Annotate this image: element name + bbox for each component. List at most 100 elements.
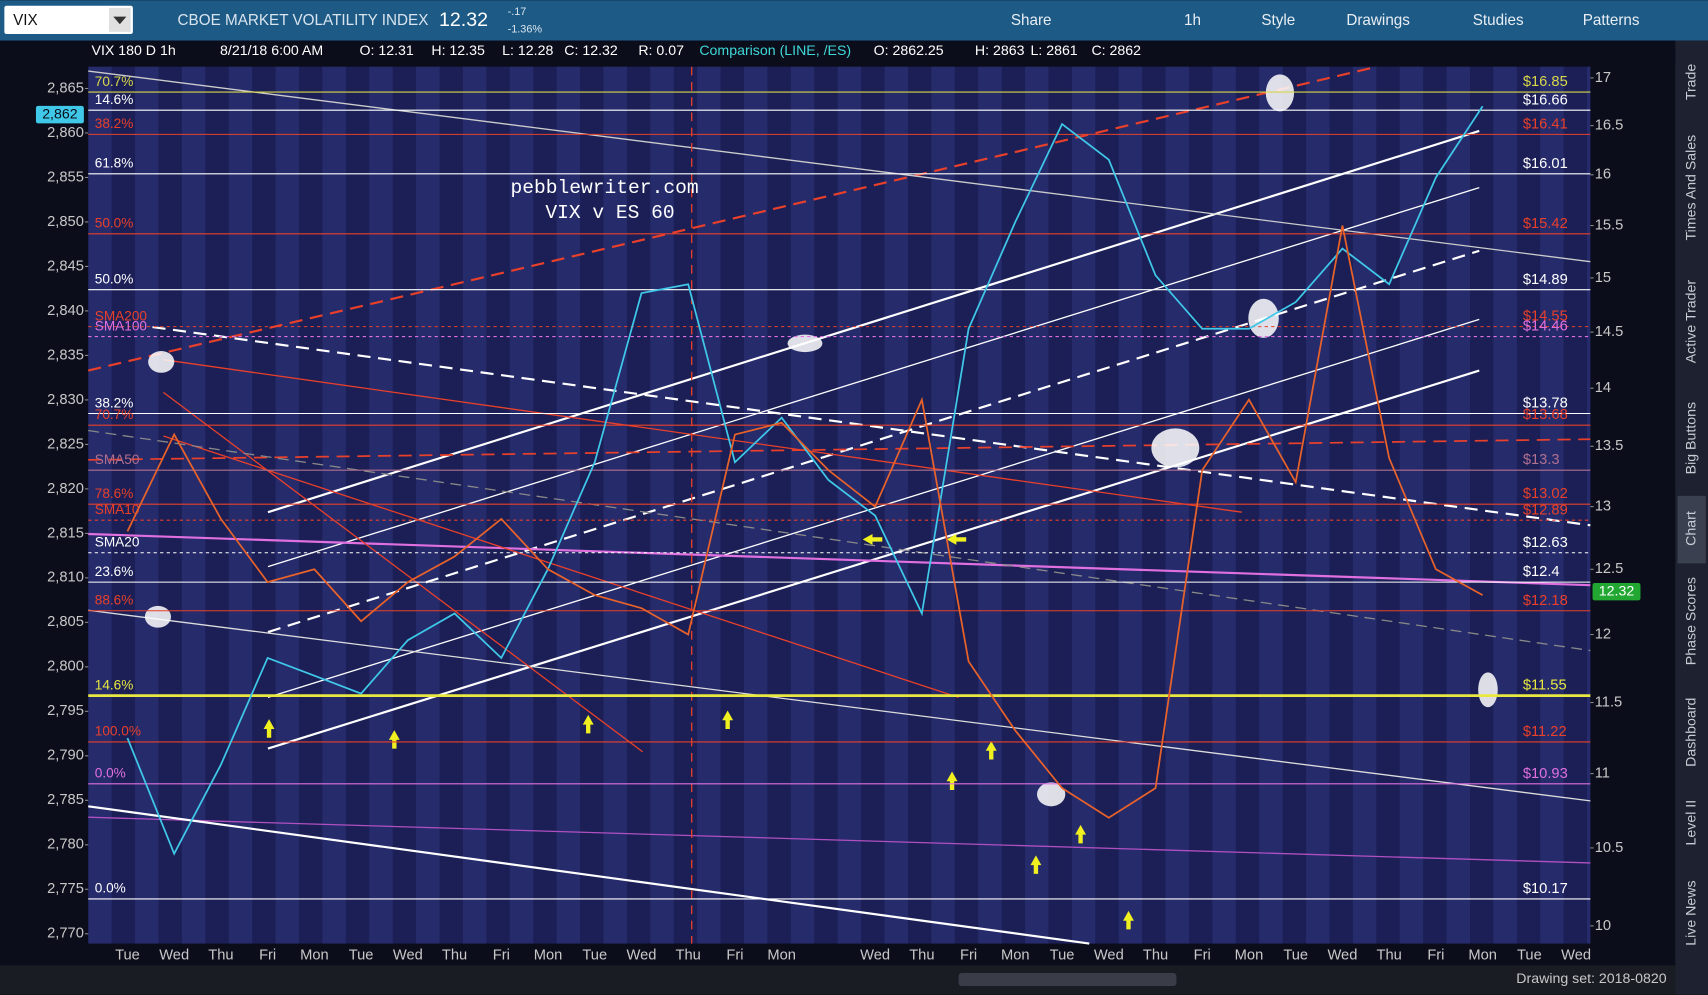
level-left-label: 38.2% bbox=[95, 116, 134, 131]
y2-tick-label: 16 bbox=[1595, 167, 1611, 183]
toolbar-button[interactable]: Style bbox=[1261, 12, 1295, 29]
level-left-label: SMA200 bbox=[95, 308, 148, 323]
y-tick-label: 2,800 bbox=[47, 659, 84, 675]
x-tick-label: Thu bbox=[676, 947, 701, 963]
symbol: VIX bbox=[13, 12, 38, 29]
x-tick-label: Thu bbox=[1143, 947, 1168, 963]
x-tick-label: Tue bbox=[1050, 947, 1075, 963]
level-left-label: 70.7% bbox=[95, 407, 134, 422]
toolbar-button[interactable]: Drawings bbox=[1346, 12, 1410, 29]
sidebar-tab[interactable]: Active Trader bbox=[1683, 280, 1699, 364]
toolbar-button[interactable]: Share bbox=[1011, 12, 1052, 29]
study-info: R: 0.07 bbox=[638, 43, 684, 59]
level-label: $11.55 bbox=[1523, 678, 1567, 694]
study-info: 8/21/18 6:00 AM bbox=[220, 43, 323, 59]
x-tick-label: Tue bbox=[1517, 947, 1542, 963]
x-tick-label: Wed bbox=[1561, 947, 1591, 963]
x-tick-label: Fri bbox=[493, 947, 510, 963]
y2-tick-label: 10.5 bbox=[1595, 840, 1624, 856]
sidebar-tab[interactable]: Level II bbox=[1683, 800, 1699, 846]
level-left-label: 50.0% bbox=[95, 216, 134, 231]
comparison-info: O: 2862.25 bbox=[874, 43, 944, 59]
toolbar-button[interactable]: 1h bbox=[1184, 12, 1201, 29]
symbol-description: CBOE MARKET VOLATILITY INDEX bbox=[178, 12, 429, 29]
level-label: $14.46 bbox=[1523, 319, 1568, 335]
level-left-label: SMA20 bbox=[95, 535, 140, 550]
toolbar bbox=[0, 0, 1708, 41]
x-tick-label: Mon bbox=[1235, 947, 1264, 963]
y-tick-label: 2,845 bbox=[47, 258, 84, 274]
x-tick-label: Fri bbox=[1427, 947, 1444, 963]
annotation: pebblewriter.com bbox=[510, 177, 698, 199]
comparison-info: L: 2861 bbox=[1030, 43, 1077, 59]
y-tick-label: 2,850 bbox=[47, 214, 84, 230]
y-tick-label: 2,770 bbox=[47, 926, 84, 942]
comparison-info: C: 2862 bbox=[1091, 43, 1141, 59]
x-tick-label: Fri bbox=[1194, 947, 1211, 963]
y-tick-label: 2,810 bbox=[47, 570, 84, 586]
y-tick-label: 2,785 bbox=[47, 792, 84, 808]
x-tick-label: Wed bbox=[159, 947, 189, 963]
x-tick-label: Fri bbox=[259, 947, 276, 963]
level-label: $16.85 bbox=[1523, 74, 1568, 90]
level-label: $12.18 bbox=[1523, 593, 1568, 609]
level-label: $12.89 bbox=[1523, 502, 1568, 518]
study-info: H: 12.35 bbox=[431, 43, 485, 59]
x-tick-label: Fri bbox=[960, 947, 977, 963]
comparison-label: Comparison (LINE, /ES) bbox=[699, 43, 851, 59]
y-tick-label: 2,790 bbox=[47, 748, 84, 764]
sidebar-tab[interactable]: Trade bbox=[1683, 64, 1699, 101]
x-tick-label: Wed bbox=[627, 947, 657, 963]
y2-tick-label: 15.5 bbox=[1595, 217, 1624, 233]
x-tick-label: Thu bbox=[909, 947, 934, 963]
level-left-label: 88.6% bbox=[95, 593, 134, 608]
vix-price-tag: 12.32 bbox=[1599, 583, 1635, 599]
y-tick-label: 2,865 bbox=[47, 80, 84, 96]
sidebar-tab[interactable]: Dashboard bbox=[1683, 698, 1699, 767]
y-tick-label: 2,830 bbox=[47, 392, 84, 408]
study-info: L: 12.28 bbox=[502, 43, 553, 59]
y2-tick-label: 12 bbox=[1595, 626, 1611, 642]
y-tick-label: 2,775 bbox=[47, 881, 84, 897]
y2-tick-label: 14 bbox=[1595, 380, 1611, 396]
x-tick-label: Mon bbox=[1468, 947, 1497, 963]
study-info: VIX 180 D 1h bbox=[92, 43, 176, 59]
level-left-label: SMA10 bbox=[95, 502, 140, 517]
level-label: $10.17 bbox=[1523, 881, 1568, 897]
sidebar-tab[interactable]: Live News bbox=[1683, 880, 1699, 945]
level-label: $14.55 bbox=[1523, 309, 1568, 325]
sidebar-tab[interactable]: Phase Scores bbox=[1683, 577, 1699, 665]
level-label: $10.93 bbox=[1523, 766, 1568, 782]
y2-tick-label: 10 bbox=[1595, 918, 1611, 934]
level-label: $13.68 bbox=[1523, 407, 1568, 423]
x-tick-label: Wed bbox=[860, 947, 890, 963]
level-label: $14.89 bbox=[1523, 272, 1568, 288]
symbol-box[interactable] bbox=[4, 5, 133, 35]
series-line bbox=[126, 225, 1484, 819]
y2-tick-label: 12.5 bbox=[1595, 561, 1624, 577]
level-label: $13.3 bbox=[1523, 452, 1560, 468]
y2-tick-label: 11.5 bbox=[1595, 694, 1623, 710]
level-left-label: 78.6% bbox=[95, 486, 134, 501]
x-tick-label: Tue bbox=[1283, 947, 1308, 963]
y2-tick-label: 11 bbox=[1595, 765, 1610, 781]
x-tick-label: Fri bbox=[726, 947, 743, 963]
y2-tick-label: 17 bbox=[1595, 70, 1611, 86]
level-left-label: 14.6% bbox=[95, 92, 134, 107]
sidebar-tab[interactable]: Chart bbox=[1683, 511, 1699, 546]
level-label: $15.42 bbox=[1523, 216, 1568, 232]
y-tick-label: 2,795 bbox=[47, 703, 84, 719]
level-label: $12.4 bbox=[1523, 564, 1560, 580]
toolbar-button[interactable]: Patterns bbox=[1583, 12, 1640, 29]
footer-bar bbox=[0, 965, 1676, 995]
y-tick-label: 2,820 bbox=[47, 481, 84, 497]
y2-tick-label: 14.5 bbox=[1595, 324, 1624, 340]
scrollbar[interactable] bbox=[958, 972, 1177, 987]
level-label: $13.02 bbox=[1523, 486, 1568, 502]
sidebar-tab[interactable]: Big Buttons bbox=[1683, 402, 1699, 474]
series-line bbox=[126, 105, 1484, 856]
study-info: C: 12.32 bbox=[564, 43, 618, 59]
sidebar-tab[interactable]: Times And Sales bbox=[1683, 135, 1699, 241]
toolbar-button[interactable]: Studies bbox=[1473, 12, 1524, 29]
